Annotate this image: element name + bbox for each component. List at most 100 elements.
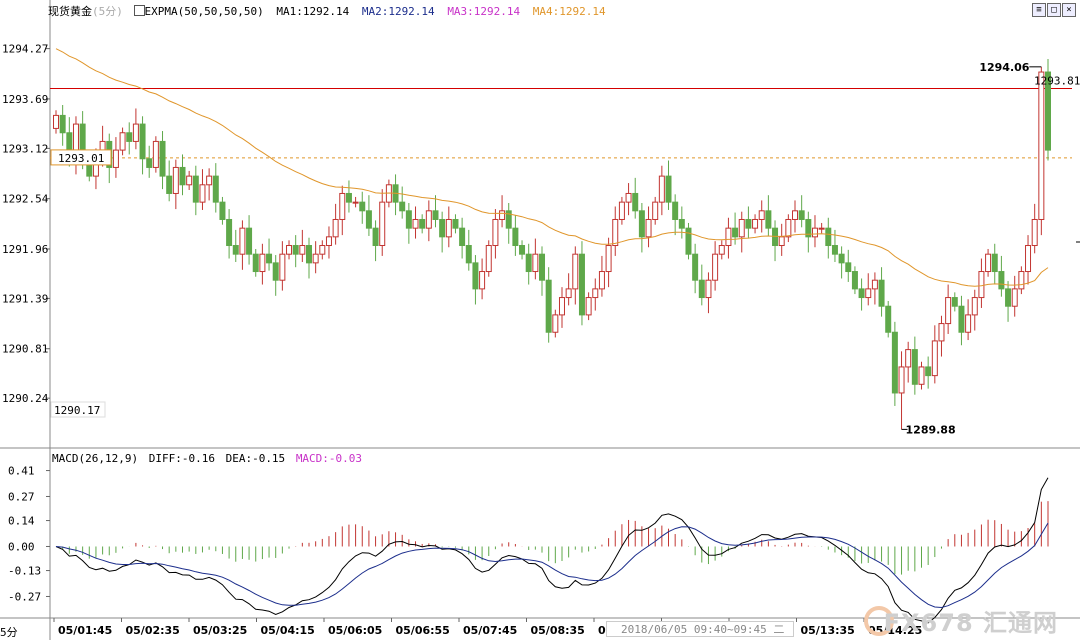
price-tick-label: 1293.12 xyxy=(2,142,48,155)
candle-body xyxy=(718,245,725,255)
candle-body xyxy=(598,271,605,290)
ema-line xyxy=(55,48,1049,287)
candle-body xyxy=(825,227,832,247)
candle-body xyxy=(485,245,492,273)
low-label: 1289.88 xyxy=(906,423,956,436)
dea-value: DEA:-0.15 xyxy=(225,452,286,465)
chart-settings-icon[interactable]: ≡ xyxy=(1032,3,1046,17)
price-tick-label: 1290.81 xyxy=(2,343,48,356)
candle-body xyxy=(558,297,565,316)
candle-body xyxy=(951,297,958,307)
macd-value: MACD:-0.03 xyxy=(295,452,363,465)
candle-body xyxy=(319,245,326,255)
candle-body xyxy=(119,132,126,151)
ma1-value: MA1:1292.14 xyxy=(276,5,350,18)
candle-body xyxy=(898,366,905,394)
candle-body xyxy=(499,210,506,220)
candle-body xyxy=(505,210,512,229)
price-tick-label: 1294.27 xyxy=(2,43,48,56)
candle-body xyxy=(958,305,965,333)
candle-body xyxy=(851,271,858,290)
indicator-icon[interactable] xyxy=(133,5,145,16)
candle-body xyxy=(785,218,792,238)
candle-body xyxy=(239,227,246,255)
candle-body xyxy=(1025,245,1032,273)
candle-body xyxy=(765,210,772,229)
time-tooltip: 2018/06/05 09:40~09:45 二 xyxy=(606,621,794,637)
candle-body xyxy=(978,271,985,299)
candle-body xyxy=(698,279,705,299)
candle-body xyxy=(665,175,672,203)
time-tick-label: 05/01:45 xyxy=(58,624,112,637)
candle-body xyxy=(805,218,812,238)
candle-body xyxy=(539,253,546,281)
candle-body xyxy=(632,192,639,212)
candle-body xyxy=(226,218,233,247)
chart-close-icon[interactable]: × xyxy=(1062,3,1076,17)
ma2-value: MA2:1292.14 xyxy=(361,5,435,18)
candle-body xyxy=(1038,71,1045,220)
candle-body xyxy=(831,245,838,255)
period-footer-label[interactable]: 5分 xyxy=(0,626,18,639)
candle-body xyxy=(272,262,279,281)
candle-body xyxy=(858,288,865,299)
candle-body xyxy=(166,175,173,194)
candle-body xyxy=(266,253,273,264)
candle-body xyxy=(971,297,978,316)
candle-body xyxy=(552,314,559,333)
candle-body xyxy=(738,218,745,238)
candle-body xyxy=(1031,218,1038,247)
candle-body xyxy=(578,253,585,316)
candle-body xyxy=(352,201,359,204)
diff-value: DIFF:-0.16 xyxy=(148,452,215,465)
candle-body xyxy=(545,279,552,333)
candle-body xyxy=(312,253,319,264)
chart-header: 现货黄金(5分) EXPMA(50,50,50,50) MA1:1292.14 … xyxy=(48,3,606,19)
candle-body xyxy=(652,201,659,220)
candle-body xyxy=(419,218,426,229)
candle-body xyxy=(525,253,532,273)
candle-body xyxy=(1018,271,1025,290)
candle-body xyxy=(152,140,159,168)
candle-body xyxy=(938,323,945,342)
price-tick-label: 1291.96 xyxy=(2,243,48,256)
dashed-line-tag xyxy=(50,149,112,166)
candle-body xyxy=(605,245,612,273)
candle-body xyxy=(445,218,452,238)
candle-body xyxy=(279,253,286,281)
candle-body xyxy=(512,227,519,247)
time-tick-label: 05/04:15 xyxy=(261,624,315,637)
candle-body xyxy=(658,175,665,203)
candle-body xyxy=(725,227,732,247)
macd-tick-label: 0.00 xyxy=(8,540,35,553)
candle-body xyxy=(305,245,312,264)
candle-body xyxy=(565,288,572,299)
candle-body xyxy=(778,236,785,247)
time-tick-label: 05/02:35 xyxy=(126,624,180,637)
candle-body xyxy=(1011,288,1018,307)
candle-body xyxy=(372,227,379,247)
watermark-logo-icon xyxy=(864,606,894,636)
candle-body xyxy=(905,349,912,368)
candle-body xyxy=(878,279,885,307)
candle-body xyxy=(532,253,539,273)
candle-body xyxy=(712,253,719,281)
period-label[interactable]: (5分) xyxy=(92,5,123,18)
candle-body xyxy=(159,140,166,177)
candle-body xyxy=(638,210,645,238)
candle-body xyxy=(146,158,153,168)
bottom-price-tag xyxy=(50,401,106,418)
candle-body xyxy=(132,123,139,142)
macd-tick-label: 0.27 xyxy=(8,490,35,503)
candle-body xyxy=(918,366,925,385)
candle-body xyxy=(246,227,253,255)
candle-body xyxy=(705,279,712,299)
macd-tick-label: 0.14 xyxy=(8,515,35,528)
candle-body xyxy=(678,218,685,229)
candle-body xyxy=(818,227,825,230)
chart-maximize-icon[interactable]: □ xyxy=(1047,3,1061,17)
candle-body xyxy=(186,175,193,186)
macd-diff-line xyxy=(55,477,1049,624)
candle-body xyxy=(259,253,266,273)
